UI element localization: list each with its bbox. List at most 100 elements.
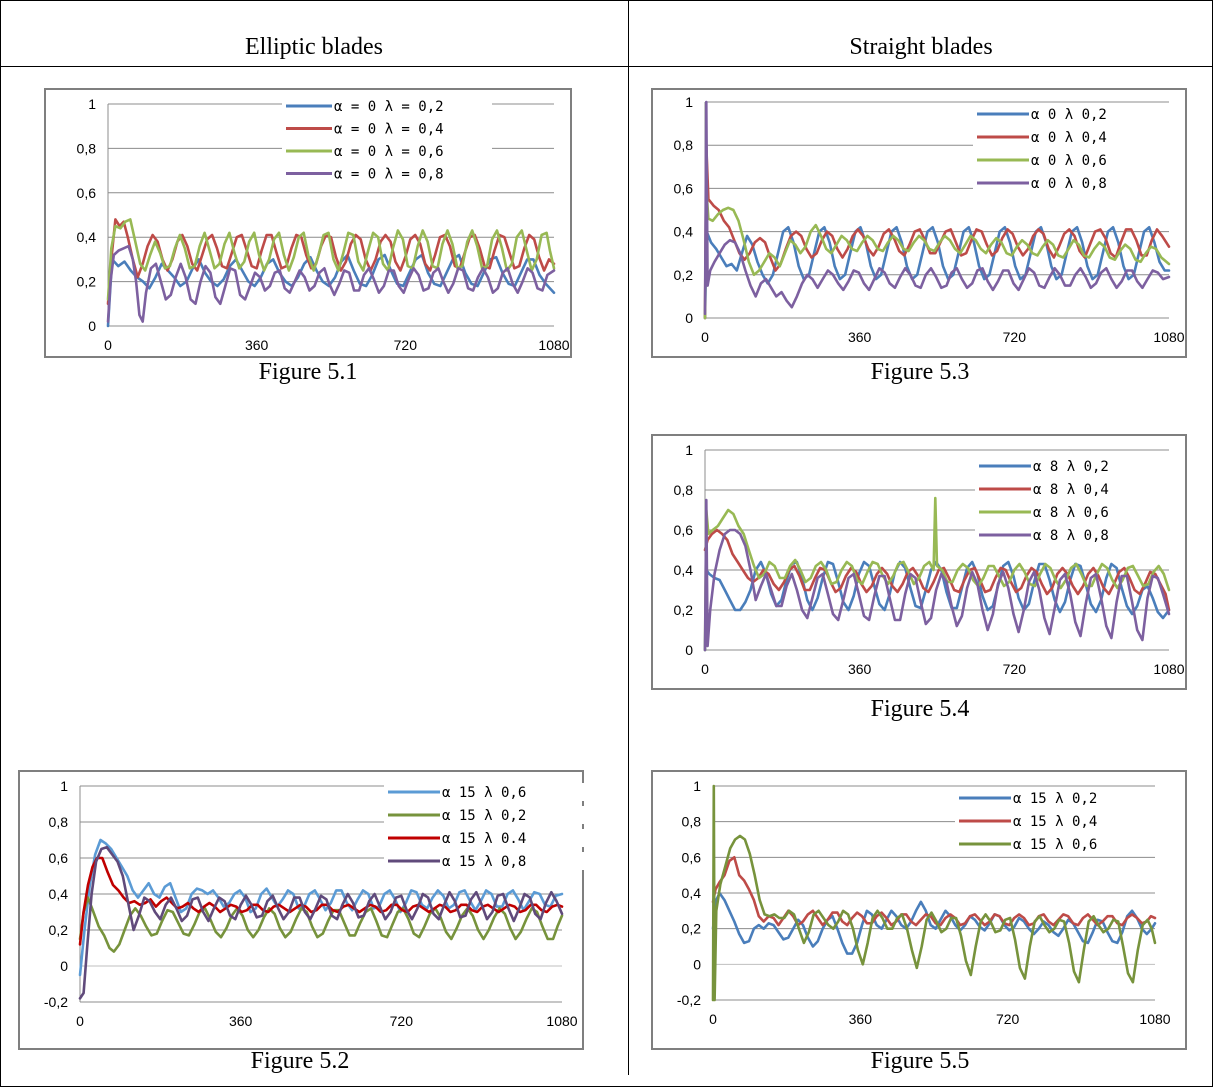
legend-label-4: α 0 λ 0,8 xyxy=(1031,176,1107,192)
y-tick-label: 0 xyxy=(685,642,693,658)
y-tick-label: 0,6 xyxy=(674,180,694,196)
column-header-elliptic: Elliptic blades xyxy=(245,34,383,60)
y-tick-label: -0,2 xyxy=(677,992,701,1008)
x-tick-label: 360 xyxy=(849,1011,873,1027)
chart-fig53-svg: 0 0,2 0,4 0,6 0,8 1 0 360 720 1080 α 0 λ 0,2 α 0 λ … xyxy=(674,94,1185,345)
caption-fig51: Figure 5.1 xyxy=(258,359,358,385)
x-tick-label: 720 xyxy=(1003,329,1027,345)
x-tick-label: 1080 xyxy=(538,337,569,353)
caption-fig53: Figure 5.3 xyxy=(870,359,970,385)
x-tick-label: 360 xyxy=(229,1013,253,1029)
legend-label-3: α 0 λ 0,6 xyxy=(1031,153,1107,169)
y-tick-label: 0,8 xyxy=(682,814,702,830)
legend-label-1: α = 0 λ = 0,2 xyxy=(334,99,444,115)
chart-fig51-svg: 0 0,2 0,4 0,6 0,8 1 0 360 720 1080 α = 0 λ = 0,2 α … xyxy=(77,96,570,353)
series-line-4 xyxy=(78,845,564,1000)
x-tick-label: 1080 xyxy=(1139,1011,1170,1027)
y-tick-label: 0,2 xyxy=(674,267,694,283)
caption-fig55: Figure 5.5 xyxy=(870,1048,970,1074)
chart-fig52-svg: -0,2 0 0,2 0,4 0,6 0,8 1 0 360 720 1080 α 15 λ 0,6 α… xyxy=(44,778,586,1029)
legend-bg xyxy=(975,526,1185,544)
y-tick-label: -0,2 xyxy=(44,994,68,1010)
y-tick-label: 0,6 xyxy=(49,850,69,866)
series-line-3 xyxy=(703,187,1171,320)
x-tick-label: 360 xyxy=(245,337,269,353)
legend-bg xyxy=(955,812,1165,830)
legend-label-3: α 8 λ 0,6 xyxy=(1033,505,1109,521)
series-line-2 xyxy=(703,143,1171,320)
series-line-4 xyxy=(703,498,1171,652)
caption-fig54: Figure 5.4 xyxy=(870,696,970,722)
legend-bg xyxy=(955,835,1165,853)
legend-label-2: α 8 λ 0,4 xyxy=(1033,482,1109,498)
y-tick-label: 0 xyxy=(60,958,68,974)
y-tick-label: 0,8 xyxy=(77,140,97,156)
series-line-1 xyxy=(703,226,1171,320)
series-line-4 xyxy=(106,244,556,323)
x-tick-label: 720 xyxy=(390,1013,414,1029)
legend-bg xyxy=(973,174,1183,192)
x-tick-label: 720 xyxy=(996,1011,1020,1027)
legend-label-2: α 15 λ 0,2 xyxy=(442,808,526,824)
legend-bg xyxy=(975,480,1185,498)
y-tick-label: 0,4 xyxy=(674,562,694,578)
legend-bg xyxy=(955,789,1165,807)
chart-fig54-svg: 0 0,2 0,4 0,6 0,8 1 0 360 720 1080 α 8 λ 0,2 α 8 λ … xyxy=(674,442,1185,677)
chart-fig52: -0,2 0 0,2 0,4 0,6 0,8 1 0 360 720 1080 α 15 λ 0,6 α… xyxy=(18,770,586,1050)
legend-label-3: α 15 λ 0.4 xyxy=(442,831,526,847)
legend-label-4: α 8 λ 0,8 xyxy=(1033,528,1109,544)
y-tick-label: 0,6 xyxy=(77,185,97,201)
y-tick-label: 0,4 xyxy=(49,886,69,902)
series-line-3 xyxy=(711,784,1157,1002)
legend-label-2: α 15 λ 0,4 xyxy=(1013,814,1097,830)
legend-bg xyxy=(384,806,586,824)
chart-fig55-svg: -0,2 0 0,2 0,4 0,6 0,8 1 0 360 720 1080 α 15 λ 0,2 α… xyxy=(677,778,1171,1027)
legend-bg xyxy=(282,97,492,115)
legend-label-2: α 0 λ 0,4 xyxy=(1031,130,1107,146)
column-divider xyxy=(628,0,629,1075)
legend-bg xyxy=(975,503,1185,521)
legend-label-2: α = 0 λ = 0,4 xyxy=(334,122,444,138)
x-tick-label: 360 xyxy=(848,661,872,677)
legend-bg xyxy=(282,164,492,183)
caption-fig52: Figure 5.2 xyxy=(250,1048,350,1074)
legend-bg xyxy=(973,151,1183,169)
legend-label-1: α 8 λ 0,2 xyxy=(1033,459,1109,475)
y-tick-label: 0,2 xyxy=(77,274,97,290)
y-tick-label: 0,8 xyxy=(674,137,694,153)
legend-bg xyxy=(973,105,1183,123)
chart-fig54: 0 0,2 0,4 0,6 0,8 1 0 360 720 1080 α 8 λ 0,2 α 8 λ … xyxy=(651,434,1187,690)
legend-bg xyxy=(973,128,1183,146)
x-tick-label: 1080 xyxy=(546,1013,577,1029)
x-tick-label: 0 xyxy=(701,661,709,677)
x-tick-label: 0 xyxy=(709,1011,717,1027)
legend-bg xyxy=(384,829,586,847)
y-tick-label: 0,4 xyxy=(682,885,702,901)
x-tick-label: 0 xyxy=(76,1013,84,1029)
legend-label-4: α 15 λ 0,8 xyxy=(442,854,526,870)
y-tick-label: 1 xyxy=(60,778,68,794)
y-tick-label: 0 xyxy=(685,310,693,326)
y-tick-label: 0,2 xyxy=(674,602,694,618)
y-tick-label: 0,4 xyxy=(674,224,694,240)
y-tick-label: 0,6 xyxy=(682,849,702,865)
series-line-2 xyxy=(78,896,564,953)
legend-label-1: α 15 λ 0,2 xyxy=(1013,791,1097,807)
legend-label-1: α 0 λ 0,2 xyxy=(1031,107,1107,123)
series-line-2 xyxy=(703,528,1171,612)
legend-label-1: α 15 λ 0,6 xyxy=(442,785,526,801)
legend-bg xyxy=(384,852,586,870)
y-tick-label: 0,4 xyxy=(77,229,97,245)
y-tick-label: 0,8 xyxy=(674,482,694,498)
y-tick-label: 0 xyxy=(88,318,96,334)
x-tick-label: 0 xyxy=(104,337,112,353)
chart-fig53: 0 0,2 0,4 0,6 0,8 1 0 360 720 1080 α 0 λ 0,2 α 0 λ … xyxy=(651,88,1187,358)
header-divider xyxy=(0,66,1213,67)
legend-bg xyxy=(282,119,492,138)
y-tick-label: 1 xyxy=(685,94,693,110)
legend-bg xyxy=(975,457,1185,475)
legend-bg xyxy=(282,142,492,160)
x-tick-label: 1080 xyxy=(1153,329,1184,345)
column-header-straight: Straight blades xyxy=(849,34,993,60)
